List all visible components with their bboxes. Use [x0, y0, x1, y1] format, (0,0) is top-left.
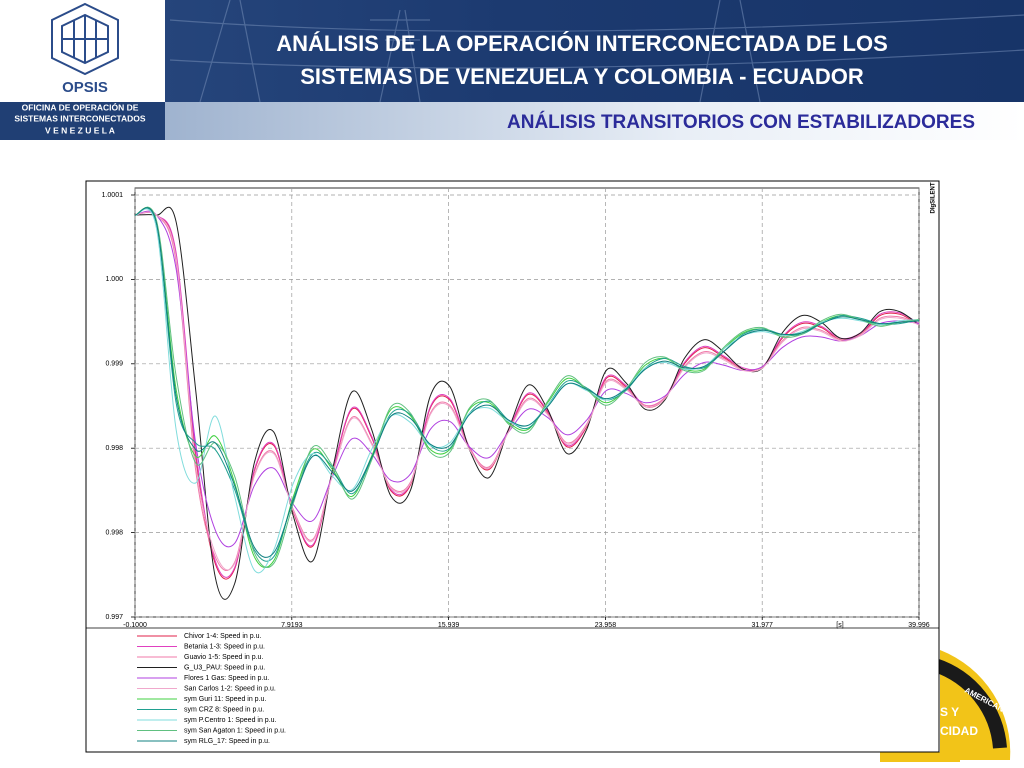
series-line — [134, 207, 920, 558]
series-line — [134, 210, 920, 548]
power-lines — [169, 0, 1024, 103]
logo-line: SISTEMAS INTERCONECTADOS — [14, 113, 145, 123]
y-tick-label: 0.998 — [105, 445, 123, 452]
title-line: SISTEMAS DE VENEZUELA Y COLOMBIA - ECUAD… — [300, 64, 864, 89]
legend-label: Betania 1-3: Speed in p.u. — [184, 643, 265, 650]
header-background — [0, 0, 1024, 102]
footer-logo — [880, 650, 1011, 762]
legend-label: sym RLG_17: Speed in p.u. — [184, 738, 270, 745]
logo-name: OPSIS — [62, 79, 108, 96]
y-tick-label: 0.997 — [105, 614, 123, 621]
logo-band — [0, 102, 165, 140]
y-tick-label: 0.999 — [105, 361, 123, 368]
series-line — [134, 206, 920, 568]
logo-line: V E N E Z U E L A — [45, 125, 115, 135]
x-unit: [s] — [836, 622, 843, 629]
series-line — [134, 211, 920, 571]
subtitle: ANÁLISIS TRANSITORIOS CON ESTABILIZADORE… — [507, 111, 975, 133]
footer-logo-text: S Y — [940, 705, 959, 719]
legend-label: Flores 1 Gas: Speed in p.u. — [184, 675, 269, 682]
legend-label: San Carlos 1-2: Speed in p.u. — [184, 685, 276, 692]
legend-label: sym Guri 11: Speed in p.u. — [184, 696, 266, 703]
legend-label: sym P.Centro 1: Speed in p.u. — [184, 717, 277, 724]
x-tick-label: 7.9193 — [281, 622, 303, 629]
watermark: DIgSILENT — [931, 182, 937, 213]
y-tick-label: 1.0001 — [102, 192, 124, 199]
legend-label: Chivor 1-4: Speed in p.u. — [184, 633, 261, 640]
logo-line: OFICINA DE OPERACIÓN DE — [22, 101, 139, 112]
y-tick-label: 1.000 — [105, 276, 123, 283]
footer-logo-text: CIDAD — [940, 724, 978, 738]
x-tick-label: 39.996 — [908, 622, 930, 629]
y-tick-label: 0.998 — [105, 529, 123, 536]
legend-label: sym CRZ 8: Speed in p.u. — [184, 706, 264, 713]
legend-label: sym San Agaton 1: Speed in p.u. — [184, 727, 286, 734]
legend-label: G_U3_PAU: Speed in p.u. — [184, 664, 265, 671]
x-tick-label: 23.958 — [595, 622, 617, 629]
subtitle-band — [165, 102, 1024, 140]
series-line — [134, 208, 920, 574]
x-tick-label: -0.1000 — [123, 622, 147, 629]
legend-label: Guavio 1-5: Speed in p.u. — [184, 654, 263, 661]
x-tick-label: 31.977 — [751, 622, 773, 629]
x-tick-label: 15.939 — [438, 622, 460, 629]
logo-icon — [51, 2, 119, 76]
title-line: ANÁLISIS DE LA OPERACIÓN INTERCONECTADA … — [276, 31, 888, 56]
